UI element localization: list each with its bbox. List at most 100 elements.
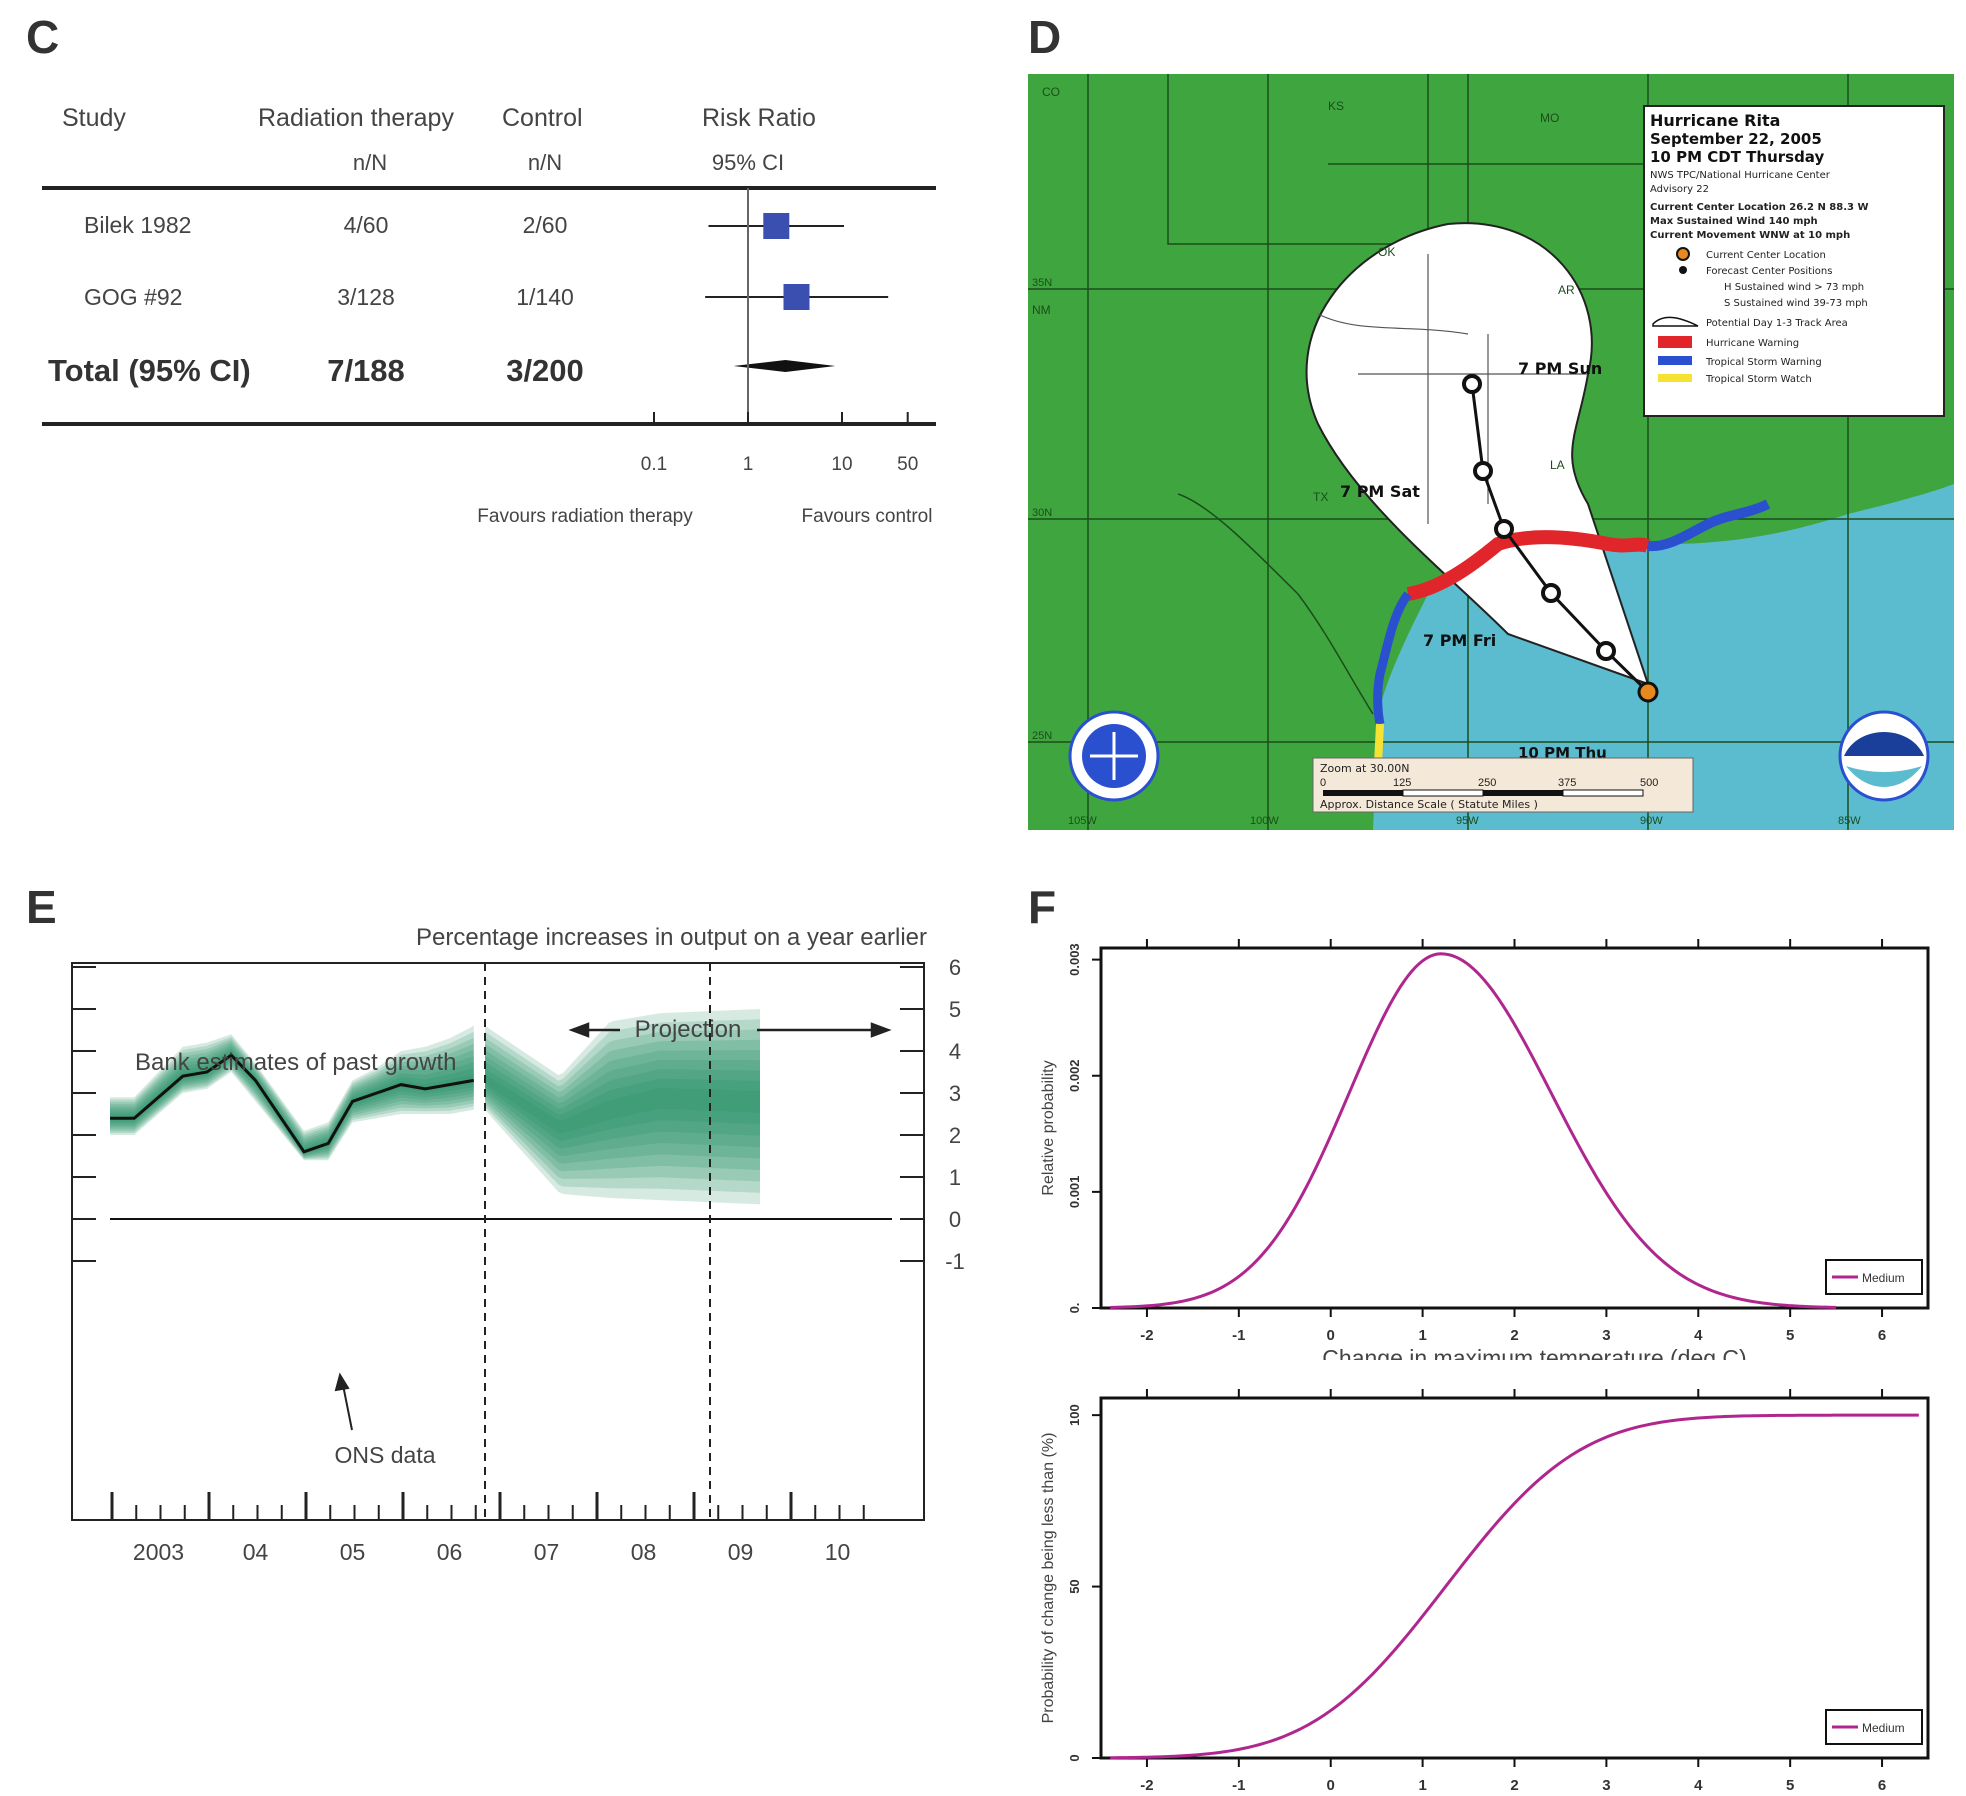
scale-tick: 125	[1393, 777, 1411, 789]
fan-band	[110, 1031, 474, 1160]
total-diamond	[733, 360, 836, 372]
legend-forecast-icon	[1679, 266, 1687, 274]
lat-label-30: 30N	[1032, 507, 1052, 519]
fan-band	[485, 1074, 760, 1134]
fan-band	[485, 1062, 760, 1149]
state-label-co: CO	[1042, 85, 1060, 99]
advisory-movement: Current Movement WNW at 10 mph	[1650, 230, 1850, 241]
y-tick-label: 0.	[1067, 1303, 1082, 1314]
distance-scale: Zoom at 30.00N 0 125 250 375 500 Approx.…	[1312, 757, 1694, 813]
y-tick-label: 5	[949, 997, 961, 1022]
forecast-point	[1494, 519, 1514, 539]
fan-band	[485, 1039, 760, 1172]
fan-band	[110, 1050, 474, 1154]
legend-current-center-icon	[1676, 247, 1690, 261]
x-tick-label: -1	[1232, 1777, 1245, 1794]
legend: Medium	[1825, 1259, 1923, 1295]
medium-series-line	[1110, 1413, 1919, 1760]
fan-x-axis: 2003 04 05 06 07 08 09 10	[110, 1492, 865, 1565]
ts-warning-coast-east	[1647, 499, 1771, 552]
y-axis-label: Probability of change being less than (%…	[1040, 1433, 1057, 1724]
y-tick-label: 4	[949, 1039, 961, 1064]
point-estimate-2	[783, 284, 810, 310]
point-estimate-1	[763, 213, 790, 239]
col-header-control: Control	[502, 104, 583, 132]
x-tick-label: 6	[1878, 1327, 1886, 1344]
x-tick-label: 0	[1327, 1327, 1335, 1344]
legend-ts-watch-swatch	[1658, 374, 1692, 382]
y-tick-label: 0.001	[1067, 1176, 1082, 1209]
state-label-ks: KS	[1328, 99, 1344, 113]
row-control-2: 1/140	[516, 284, 574, 310]
x-axis-label: Change in maximum temperature (deg C)	[1322, 1345, 1746, 1360]
x-tick-label: 07	[534, 1539, 560, 1565]
y-tick-label: 0	[1067, 1754, 1082, 1761]
x-tick-label: -2	[1140, 1327, 1153, 1344]
plot-frame	[1099, 946, 1930, 1310]
advisory-time: 10 PM CDT Thursday	[1650, 148, 1824, 166]
row-study-1: Bilek 1982	[84, 212, 191, 238]
legend-ts-warning-swatch	[1658, 356, 1692, 365]
nws-logo	[1068, 710, 1160, 802]
y-tick-label: 50	[1067, 1579, 1082, 1593]
forest-tick-label: 50	[897, 454, 918, 475]
lon-label-90: 90W	[1640, 815, 1663, 827]
fan-band	[485, 1029, 760, 1182]
scale-title: Zoom at 30.00N	[1320, 762, 1409, 775]
col-sub-control: n/N	[528, 150, 562, 175]
legend-item: Hurricane Warning	[1706, 338, 1799, 349]
panel-label-d: D	[1028, 11, 1062, 63]
fan-band	[110, 1048, 474, 1155]
x-tick-label: 5	[1786, 1327, 1794, 1344]
forecast-cone	[1305, 222, 1650, 686]
favours-right-label: Favours control	[802, 506, 933, 527]
medium-series-line	[1110, 952, 1837, 1309]
hurricane-warning-coast	[1406, 530, 1651, 601]
panel-label-f: F	[1028, 881, 1057, 933]
annotation-past-growth: Bank estimates of past growth	[135, 1049, 457, 1076]
legend-item: Forecast Center Positions	[1706, 266, 1832, 277]
advisory-date: September 22, 2005	[1650, 130, 1822, 148]
total-control: 3/200	[506, 353, 584, 388]
lon-label-100: 100W	[1250, 815, 1279, 827]
fan-band	[485, 1050, 760, 1164]
fan-band	[110, 1037, 474, 1159]
x-tick-label: 5	[1786, 1777, 1794, 1794]
legend-cone-icon	[1652, 316, 1699, 327]
hurricane-map: 7 PM Sun 7 PM Sat 7 PM Fri 10 PM Thu CO …	[1028, 74, 1954, 830]
fan-band	[485, 1019, 760, 1193]
ons-annotation-arrow	[334, 1372, 353, 1431]
y-tick-label: 100	[1067, 1404, 1082, 1426]
x-tick-label: 3	[1602, 1327, 1610, 1344]
scale-tick: 250	[1478, 777, 1496, 789]
row-control-1: 2/60	[523, 212, 568, 238]
col-sub-treatment: n/N	[353, 150, 387, 175]
x-tick-label: 09	[728, 1539, 754, 1565]
track-label-fri: 7 PM Fri	[1423, 631, 1496, 650]
state-label-tx: TX	[1313, 490, 1328, 504]
forest-axis: 0.1 1 10 50	[641, 412, 918, 475]
scale-tick: 500	[1640, 777, 1658, 789]
y-axis-label: Relative probability	[1040, 1060, 1057, 1195]
state-label-ar: AR	[1558, 283, 1575, 297]
total-treatment: 7/188	[327, 353, 405, 388]
state-label-ok: OK	[1378, 245, 1395, 259]
legend-item: S Sustained wind 39-73 mph	[1724, 298, 1868, 309]
col-header-treatment: Radiation therapy	[258, 104, 454, 132]
fan-band	[485, 1056, 760, 1157]
fan-plot-frame	[71, 962, 925, 1521]
legend: Medium	[1825, 1709, 1923, 1745]
forest-tick-label: 0.1	[641, 454, 667, 475]
track-label-sat: 7 PM Sat	[1340, 482, 1420, 501]
ts-warning-coast-south	[1373, 591, 1412, 725]
noaa-logo	[1838, 710, 1930, 802]
row-study-2: GOG #92	[84, 284, 182, 310]
forest-tick-label: 1	[743, 454, 754, 475]
col-header-effect: Risk Ratio	[702, 104, 816, 132]
row-treatment-1: 4/60	[344, 212, 389, 238]
y-tick-label: 3	[949, 1081, 961, 1106]
legend-item: Potential Day 1-3 Track Area	[1706, 318, 1848, 329]
state-label-mo: MO	[1540, 111, 1559, 125]
panel-label-c: C	[26, 11, 60, 63]
x-tick-label: 4	[1694, 1327, 1703, 1344]
